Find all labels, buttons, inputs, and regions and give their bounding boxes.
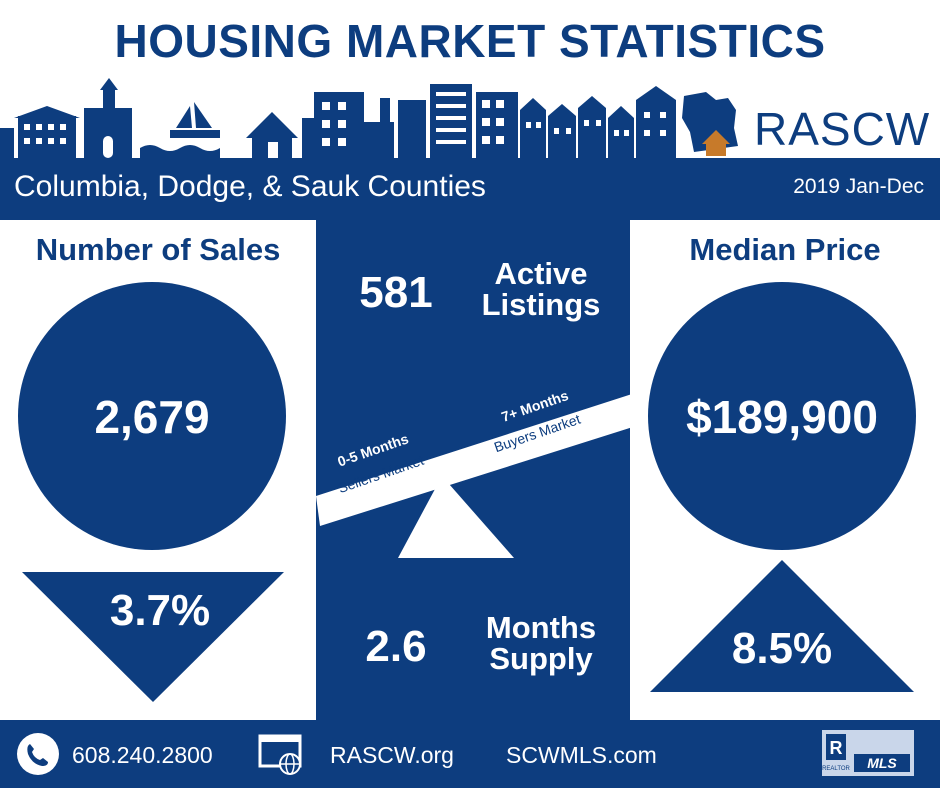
months-supply-value: 2.6 [365, 622, 427, 671]
sales-change: 3.7% [109, 586, 211, 635]
months-supply-label: Months Supply [485, 610, 597, 676]
price-change: 8.5% [731, 624, 833, 673]
svg-text:R: R [830, 738, 843, 758]
phone-number[interactable]: 608.240.2800 [72, 742, 213, 768]
price-value: $189,900 [686, 391, 878, 443]
sales-value: 2,679 [94, 391, 210, 443]
realtor-mark-text: REALTOR [822, 766, 850, 772]
down-triangle-icon [22, 572, 284, 702]
rascw-link[interactable]: RASCW.org [330, 742, 454, 768]
mls-logo: R REALTOR MLS [822, 730, 914, 776]
sales-circle [18, 282, 286, 550]
brand-logo: RASCW [754, 103, 931, 155]
region-label: Columbia, Dodge, & Sauk Counties [14, 170, 486, 203]
region-band [0, 158, 940, 220]
price-heading: Median Price [689, 232, 881, 267]
up-triangle-icon [650, 560, 914, 692]
seesaw-graphic [316, 394, 636, 558]
active-listings-label: Active Listings [481, 256, 601, 322]
city-skyline-icon [0, 78, 676, 158]
web-globe-icon[interactable] [258, 734, 306, 776]
mls-logo-text: MLS [867, 755, 897, 771]
footer-bar [0, 720, 940, 788]
scwmls-link[interactable]: SCWMLS.com [506, 742, 657, 768]
phone-icon[interactable] [16, 732, 60, 776]
wisconsin-house-icon [682, 92, 738, 156]
page-title: HOUSING MARKET STATISTICS [114, 15, 826, 67]
sales-heading: Number of Sales [35, 232, 281, 267]
period-label: 2019 Jan-Dec [793, 175, 924, 198]
active-listings-value: 581 [359, 268, 433, 317]
price-circle [648, 282, 916, 550]
